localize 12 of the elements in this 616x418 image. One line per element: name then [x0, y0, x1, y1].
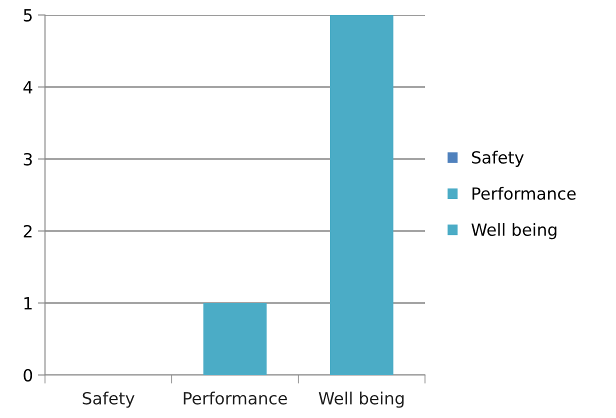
- x-tick-label: Safety: [82, 392, 134, 408]
- y-tick-label: 3: [24, 152, 32, 166]
- x-tick-label: Well being: [318, 392, 404, 408]
- legend-label: Performance: [472, 186, 576, 200]
- legend-label: Safety: [472, 150, 524, 167]
- x-tick-label: Performance: [184, 392, 287, 405]
- y-tick-label: 0: [24, 368, 32, 382]
- legend-label: Well being: [471, 223, 556, 240]
- y-tick-label: 4: [23, 81, 32, 94]
- y-tick-label: 2: [24, 224, 32, 238]
- y-tick-label: 1: [24, 297, 32, 310]
- y-tick-label: 5: [24, 9, 32, 22]
